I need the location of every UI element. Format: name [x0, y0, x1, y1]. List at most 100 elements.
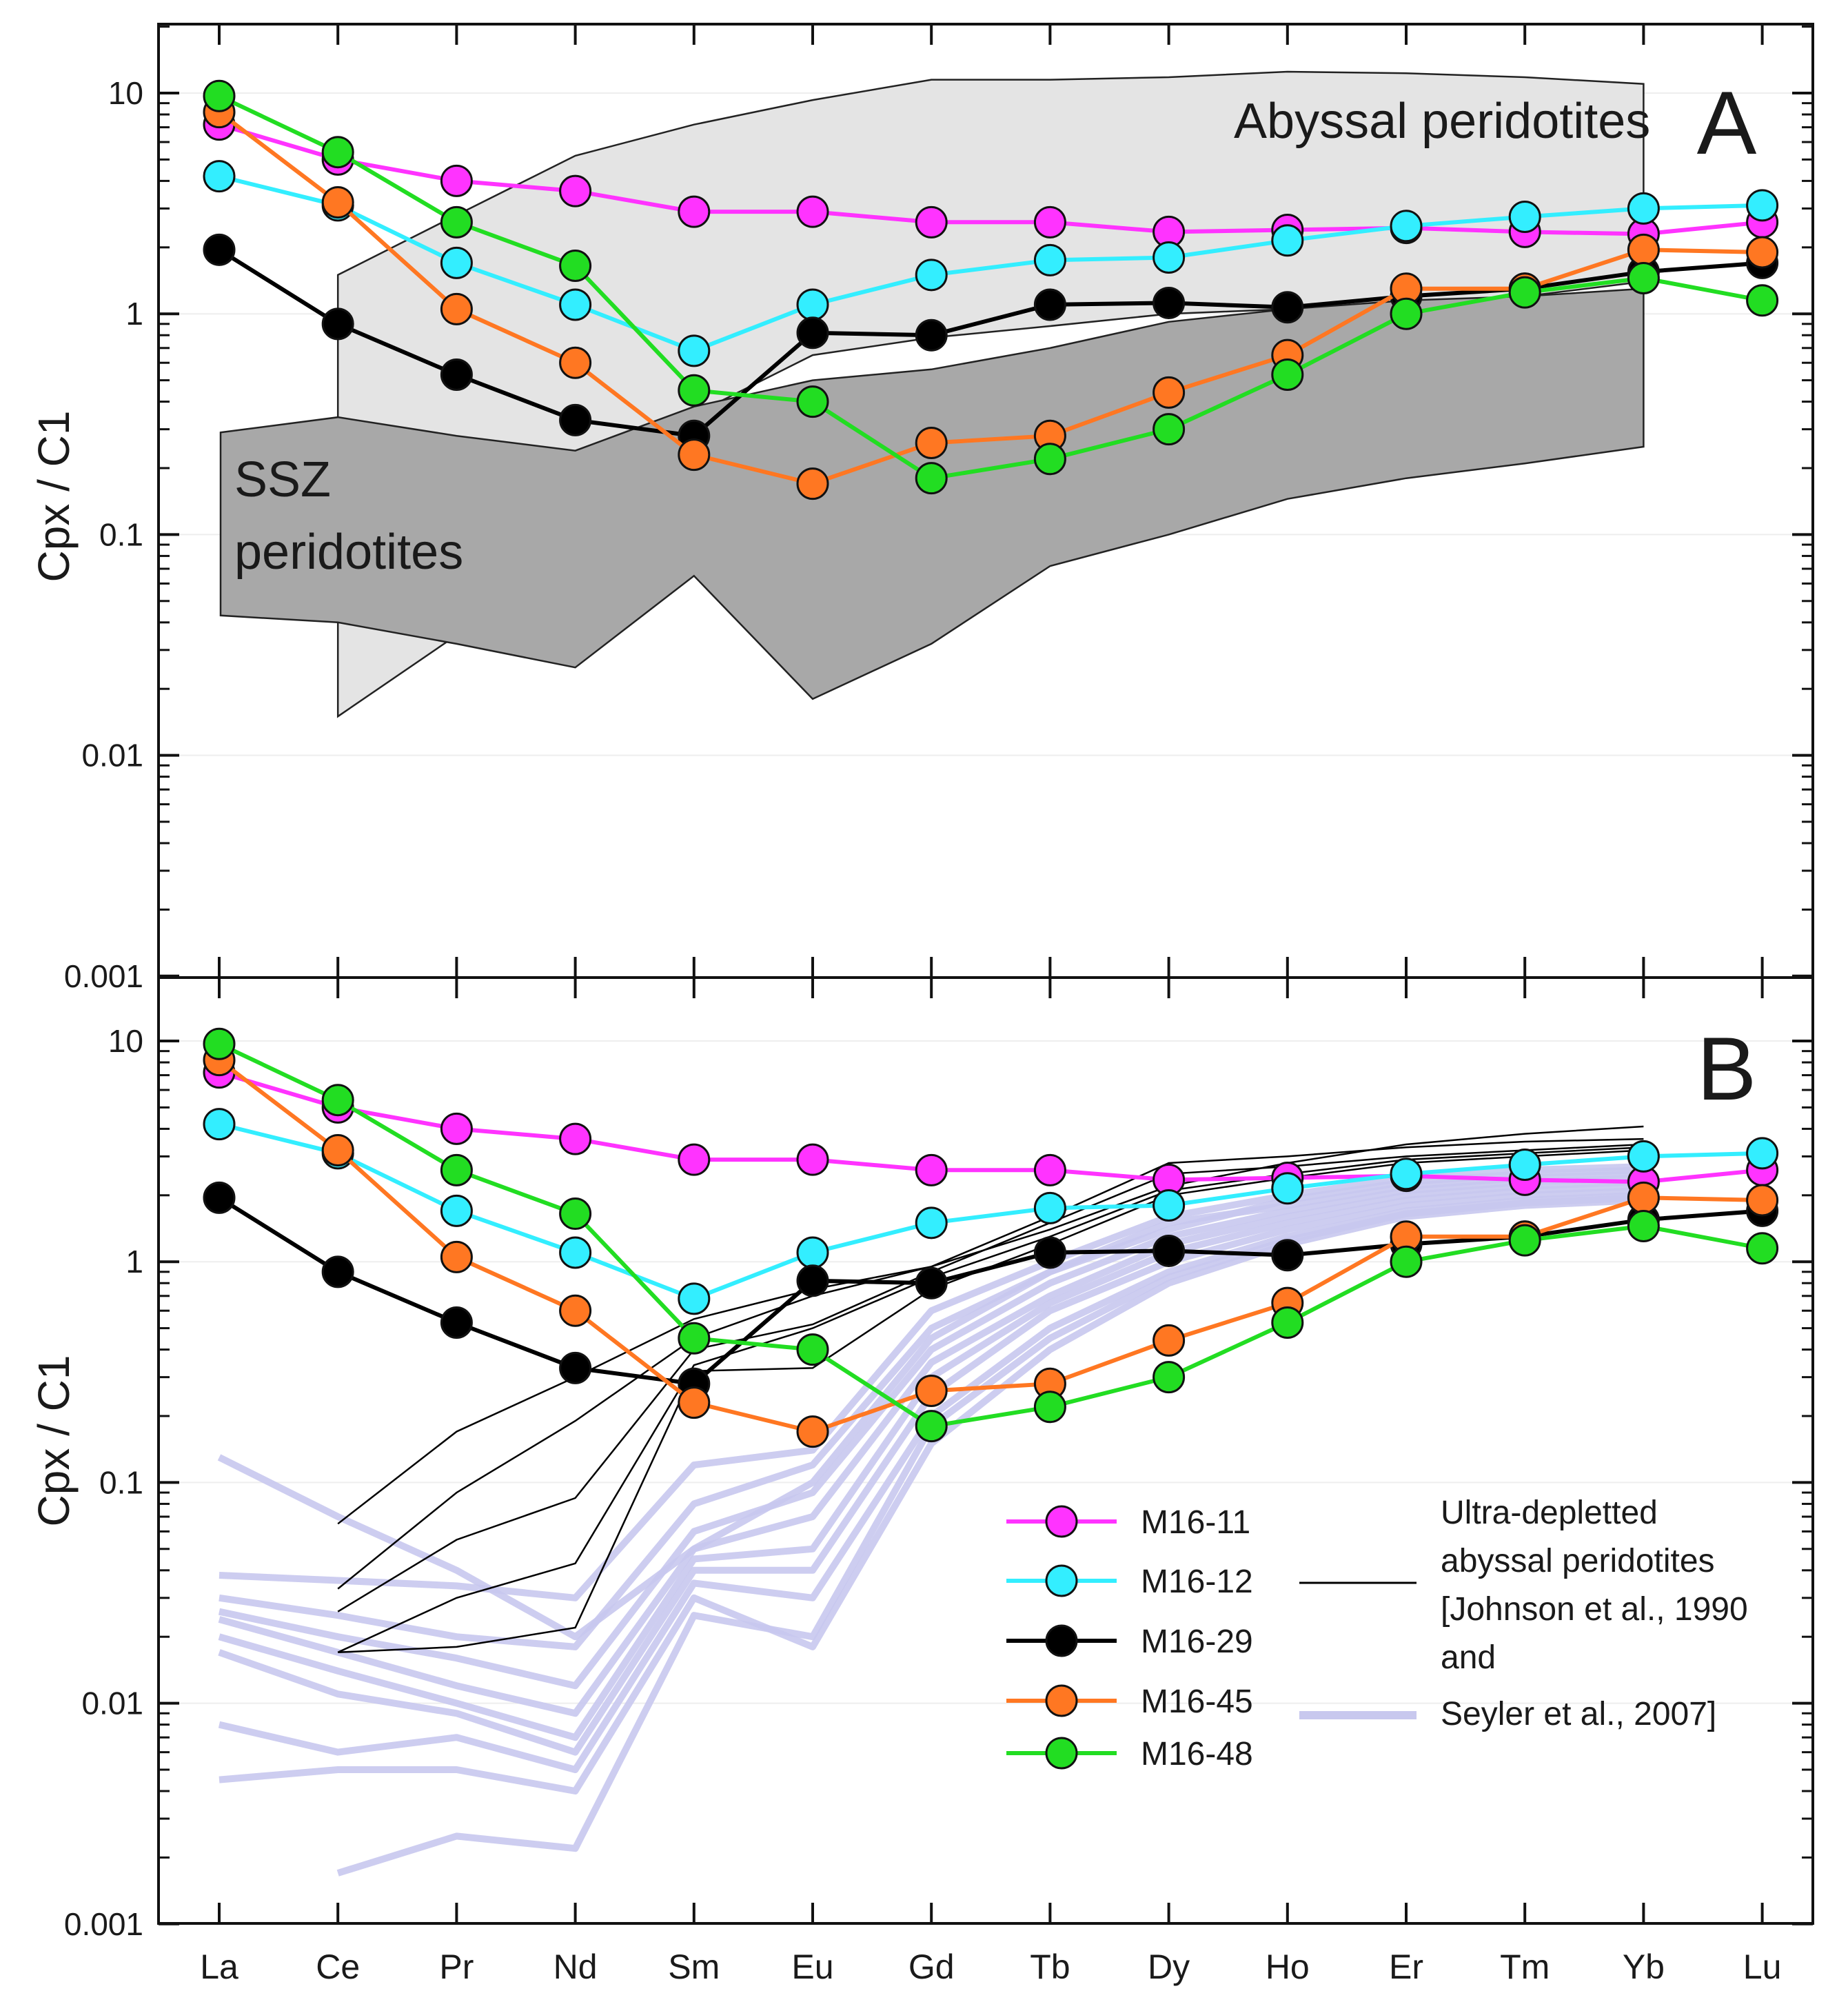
series-point — [915, 318, 948, 352]
series-point — [321, 1133, 354, 1166]
series-point — [1271, 1239, 1304, 1272]
series-point — [1508, 1224, 1541, 1257]
panel-b-axes: 0.001 0.01 0.1 1 10 La Ce Pr Nd Sm Eu Gd Tb Dy Ho Er Tm Y… — [64, 976, 1814, 1986]
series-point — [678, 334, 711, 367]
series-point — [915, 462, 948, 495]
series-point — [203, 1108, 236, 1141]
legend-marker-M16-11 — [1045, 1505, 1078, 1538]
series-point — [678, 1322, 711, 1355]
series-point — [796, 1143, 829, 1176]
series-point — [321, 136, 354, 169]
series-point — [559, 1294, 592, 1327]
series-point — [1153, 1189, 1186, 1222]
series-M16-48 — [203, 79, 1779, 495]
x-category-label: Tm — [1500, 1948, 1550, 1986]
panel-b-series — [203, 1027, 1779, 1448]
ssz-field-label-line1: SSZ — [234, 452, 331, 507]
series-point — [559, 1351, 592, 1384]
series-point — [1153, 241, 1186, 274]
panel-b-ylabel: Cpx / C1 — [29, 1355, 79, 1527]
series-point — [1390, 1245, 1423, 1278]
series-point — [440, 164, 473, 197]
series-point — [1627, 262, 1660, 295]
y-tick-label: 0.01 — [81, 1686, 143, 1721]
series-point — [440, 1240, 473, 1273]
series-point — [440, 1153, 473, 1186]
series-line — [219, 1070, 1763, 1184]
y-tick-label: 0.01 — [81, 738, 143, 774]
series-point — [1746, 1184, 1779, 1217]
plot-frame — [157, 976, 1814, 1925]
legend-label-M16-11: M16-11 — [1141, 1504, 1250, 1541]
series-point — [678, 1282, 711, 1315]
series-line — [218, 94, 1763, 481]
series-point — [915, 427, 948, 460]
series-point — [203, 79, 236, 112]
panel-a: 0.001 0.01 0.1 1 10 A Abyssal peridotites SS… — [29, 23, 1814, 994]
series-point — [559, 403, 592, 436]
legend-reference-text-3: [Johnson et al., 1990 — [1441, 1591, 1748, 1628]
series-point — [440, 205, 473, 239]
legend-reference-text-1: Ultra-depletted — [1441, 1495, 1658, 1531]
legend-marker-M16-45 — [1045, 1684, 1078, 1717]
ssz-field-label-line2: peridotites — [234, 525, 463, 580]
series-point — [1033, 205, 1066, 239]
y-tick-label: 0.001 — [64, 1906, 143, 1942]
series-point — [1627, 1210, 1660, 1243]
series-point — [1153, 376, 1186, 409]
series-point — [1627, 1140, 1660, 1173]
series-line — [219, 122, 1763, 236]
y-tick-label: 0.001 — [64, 958, 143, 994]
x-category-label: La — [200, 1948, 238, 1986]
legend-reference-text-5: Seyler et al., 2007] — [1441, 1696, 1716, 1732]
series-point — [796, 1236, 829, 1269]
series-point — [1033, 1236, 1066, 1269]
x-category-label: Ce — [316, 1948, 360, 1986]
panel-b: 0.001 0.01 0.1 1 10 La Ce Pr Nd Sm Eu Gd Tb Dy Ho Er Tm Y… — [29, 976, 1814, 1986]
y-tick-label: 10 — [108, 1023, 143, 1059]
y-tick-label: 1 — [125, 1244, 143, 1280]
series-point — [796, 385, 829, 418]
series-point — [915, 205, 948, 239]
x-category-label: Sm — [668, 1948, 720, 1986]
series-point — [1271, 291, 1304, 324]
y-tick-label: 0.1 — [99, 1464, 143, 1500]
series-point — [203, 233, 236, 266]
series-line — [218, 1042, 1763, 1428]
series-point — [1627, 233, 1660, 266]
panel-b-letter: B — [1697, 1018, 1757, 1119]
series-point — [1746, 236, 1779, 269]
series-line — [219, 1122, 1763, 1302]
series-point — [1746, 189, 1779, 222]
legend-label-M16-45: M16-45 — [1141, 1684, 1253, 1720]
legend-label-M16-29: M16-29 — [1141, 1624, 1253, 1660]
series-point — [1627, 1181, 1660, 1214]
series-point — [1271, 1306, 1304, 1339]
x-category-label: Pr — [439, 1948, 474, 1986]
black-reference-line — [337, 1146, 1644, 1653]
panel-a-axes: 0.001 0.01 0.1 1 10 — [64, 23, 1814, 994]
x-category-label: Tb — [1030, 1948, 1070, 1986]
legend-label-M16-48: M16-48 — [1141, 1736, 1253, 1772]
series-point — [321, 1255, 354, 1288]
black-reference-line — [337, 1143, 1644, 1612]
series-point — [796, 467, 829, 501]
series-point — [1390, 1157, 1423, 1191]
series-point — [559, 174, 592, 208]
series-point — [796, 1264, 829, 1297]
x-category-label: Dy — [1148, 1948, 1190, 1986]
y-tick-label: 1 — [125, 296, 143, 332]
legend: M16-11 M16-12 M16-29 M16-45 M16-48 Ultra-dep… — [1006, 1495, 1748, 1772]
series-point — [321, 307, 354, 341]
series-M16-48 — [203, 1027, 1779, 1443]
series-line — [218, 1058, 1763, 1434]
series-point — [203, 160, 236, 193]
x-category-label: Er — [1389, 1948, 1423, 1986]
blue-reference-line — [218, 1178, 1644, 1717]
series-point — [678, 374, 711, 407]
series-line — [219, 174, 1763, 354]
series-point — [1627, 192, 1660, 225]
series-point — [1153, 1234, 1186, 1267]
series-point — [1746, 1232, 1779, 1265]
